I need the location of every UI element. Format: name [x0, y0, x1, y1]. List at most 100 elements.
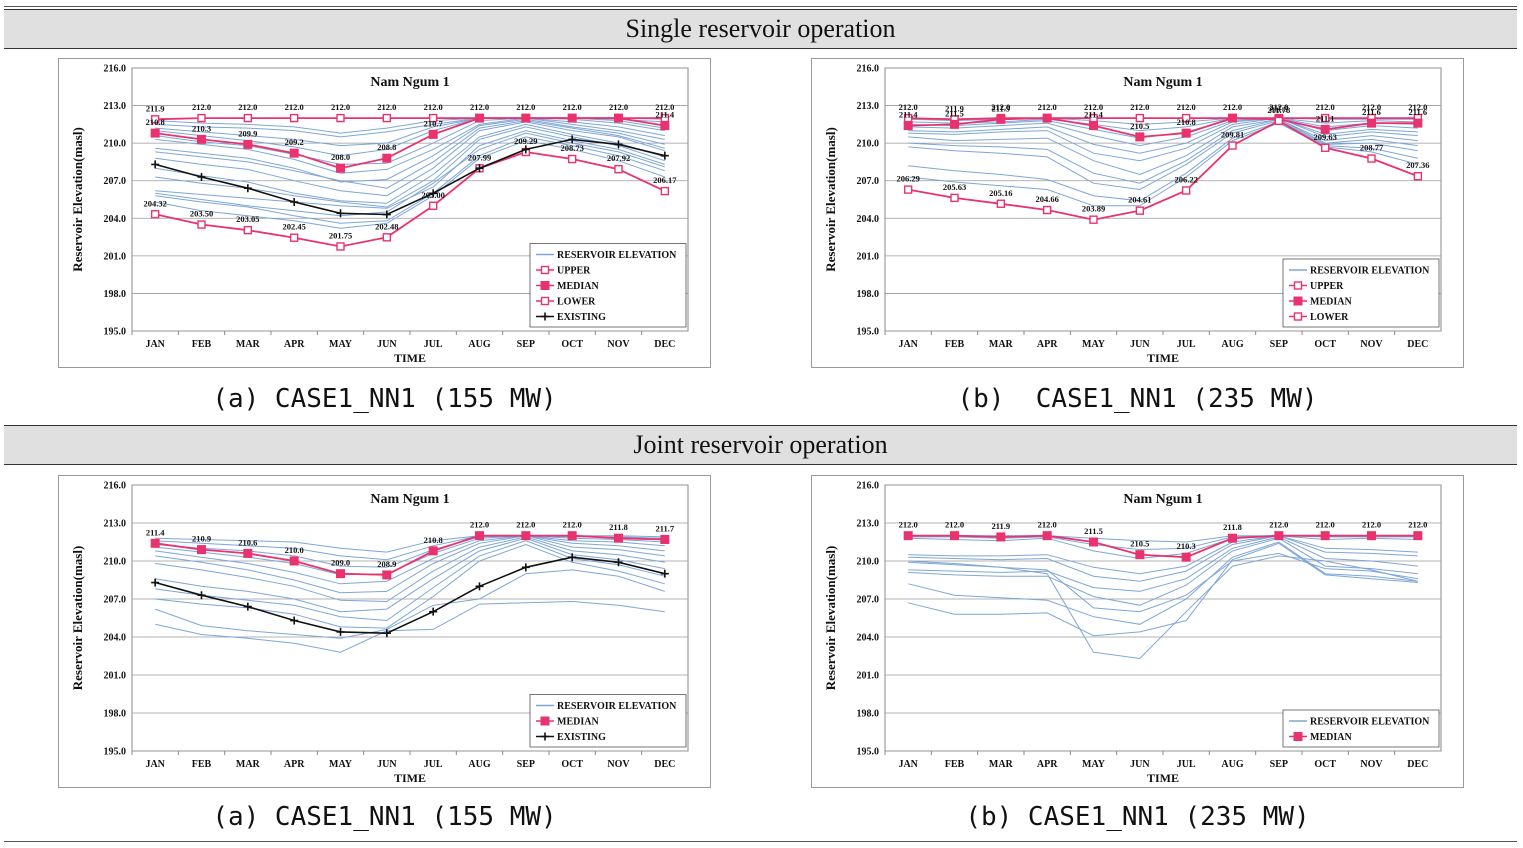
series-point-existing [336, 627, 345, 636]
series-point-lower [614, 164, 623, 174]
reservoir-elevation-trace [155, 120, 665, 189]
data-label: 212.0 [1084, 102, 1103, 112]
data-label: 211.4 [899, 110, 918, 120]
series-line-upper [908, 117, 1418, 121]
series-point-lower [660, 186, 670, 196]
x-tick-label: FEB [945, 339, 965, 350]
x-tick-label: MAR [989, 339, 1014, 350]
x-tick-label: JUN [377, 339, 397, 350]
series-point-median [336, 569, 345, 579]
x-tick-label: APR [284, 339, 305, 350]
series-point-lower [197, 220, 206, 229]
y-tick-label: 207.0 [104, 176, 127, 187]
data-label: 208.73 [560, 143, 583, 153]
data-label: 212.0 [470, 102, 489, 112]
series-point-median [336, 163, 345, 173]
series-point-lower [336, 242, 345, 251]
series-point-existing [660, 569, 669, 578]
data-label: 211.9 [992, 521, 1011, 531]
legend-label: RESERVOIR ELEVATION [557, 701, 677, 712]
legend-label: MEDIAN [1310, 297, 1352, 308]
reservoir-elevation-trace [908, 117, 1418, 162]
data-label: 211.7 [656, 523, 675, 533]
data-label: 212.0 [516, 520, 535, 530]
series-point-existing [243, 602, 252, 611]
legend-marker [541, 732, 549, 741]
series-point-existing [290, 198, 299, 207]
series-point-lower [1320, 143, 1330, 152]
data-label: 211.8 [609, 522, 628, 532]
series-point-median [1181, 128, 1191, 138]
x-tick-label: MAR [236, 339, 261, 350]
data-label: 212.0 [1362, 102, 1381, 112]
series-point-median [382, 153, 392, 163]
series-point-median [660, 534, 670, 544]
x-tick-label: NOV [607, 759, 630, 770]
data-label: 210.7 [424, 118, 444, 128]
series-point-existing [243, 184, 252, 193]
data-label: 211.78 [1267, 105, 1290, 115]
data-label: 204.32 [143, 198, 166, 208]
legend-box [529, 243, 687, 328]
x-axis-title: TIME [1147, 351, 1179, 365]
reservoir-elevation-trace [155, 536, 665, 603]
x-tick-label: MAR [989, 759, 1014, 770]
series-point-existing [614, 558, 623, 567]
legend-marker [1293, 281, 1303, 290]
series-point-median [1089, 537, 1098, 547]
series-point-existing [290, 616, 299, 625]
series-point-median [614, 533, 623, 543]
legend-label: LOWER [1310, 312, 1349, 323]
series-point-existing [521, 145, 530, 154]
reservoir-elevation-trace [155, 140, 665, 229]
data-label: 210.8 [424, 535, 443, 545]
chart-svg: 195.0 198.0 201.0 204.0 207.0 210.0 213.0 216.0… [70, 64, 689, 365]
chart-svg: 195.0 198.0 201.0 204.0 207.0 210.0 213.0 216.0… [823, 64, 1442, 365]
data-label: 212.0 [1316, 102, 1335, 112]
series-point-upper [382, 113, 392, 123]
x-tick-label: FEB [192, 759, 212, 770]
reservoir-elevation-trace [155, 118, 665, 183]
legend-marker [541, 312, 549, 321]
series-point-upper [1181, 113, 1191, 123]
data-label: 207.99 [468, 152, 491, 162]
series-line-median [908, 534, 1418, 559]
series-point-median [475, 531, 484, 541]
y-tick-label: 210.0 [104, 139, 127, 150]
x-tick-label: MAY [1082, 759, 1106, 770]
series-point-lower [1181, 186, 1191, 195]
x-tick-label: OCT [561, 339, 583, 350]
series-point-median [1042, 531, 1052, 541]
data-label: 212.0 [1130, 102, 1149, 112]
reservoir-elevation-trace [908, 117, 1418, 132]
x-tick-label: APR [1037, 759, 1058, 770]
data-label: 210.3 [1177, 541, 1196, 551]
data-label: 203.50 [190, 209, 213, 219]
series-line-median [155, 534, 665, 576]
legend-box [1282, 709, 1440, 748]
legend-label: LOWER [557, 297, 596, 308]
series-point-existing [521, 563, 530, 572]
y-tick-label: 198.0 [857, 709, 880, 720]
data-label: 212.0 [563, 520, 582, 530]
chart-title: Nam Ngum 1 [370, 75, 449, 90]
data-label: 207.36 [1406, 160, 1429, 170]
x-axis-title: TIME [394, 351, 426, 365]
caption-a-joint: (a) CASE1_NN1 (155 MW) [212, 802, 557, 832]
series-point-median [428, 546, 438, 556]
series-point-median [660, 121, 670, 131]
series-point-median [1320, 124, 1330, 134]
series-point-existing [568, 553, 577, 562]
x-axis-title: TIME [1147, 771, 1179, 785]
data-label: 209.81 [1221, 130, 1244, 140]
data-label: 209.29 [514, 136, 537, 146]
series-point-median [1367, 531, 1376, 541]
reservoir-elevation-trace [155, 600, 665, 653]
series-point-upper [243, 113, 253, 123]
data-label: 211.8 [1223, 522, 1242, 532]
x-tick-label: MAY [329, 759, 353, 770]
legend-label: UPPER [1310, 281, 1344, 292]
series-point-existing [197, 172, 206, 181]
series-point-existing [429, 189, 438, 198]
data-label: 210.0 [285, 545, 304, 555]
